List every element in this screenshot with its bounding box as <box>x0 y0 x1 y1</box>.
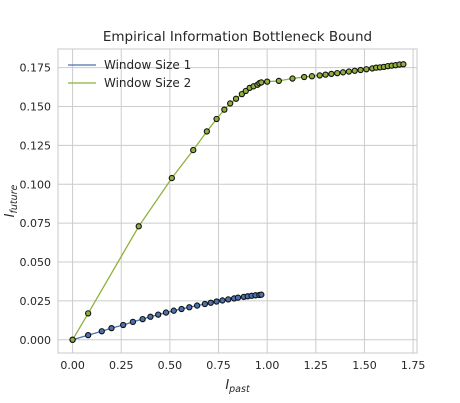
data-point <box>155 311 162 318</box>
y-tick-label: 0.150 <box>20 101 52 114</box>
x-tick-labels: 0.00 0.25 0.50 0.75 1.00 1.25 1.50 1.75 <box>60 359 425 372</box>
y-tick-label: 0.050 <box>20 256 52 269</box>
data-point <box>207 299 214 306</box>
data-point <box>129 318 137 326</box>
y-tick-label: 0.025 <box>20 295 52 308</box>
data-point <box>162 309 170 316</box>
data-point <box>178 305 185 313</box>
y-tick-label: 0.100 <box>20 178 52 191</box>
y-tick-label: 0.175 <box>20 62 52 75</box>
data-point <box>345 68 353 75</box>
data-point <box>219 297 226 304</box>
x-axis-label-sub: past <box>228 384 251 395</box>
legend: Window Size 1 Window Size 2 <box>68 58 191 90</box>
data-point <box>85 331 92 339</box>
data-point <box>289 75 296 82</box>
x-tick-label: 1.25 <box>304 359 329 372</box>
data-point <box>400 61 407 68</box>
plot-frame <box>57 48 418 354</box>
y-tick-labels: 0.000 0.025 0.050 0.075 0.100 0.125 0.150 0.175 <box>20 62 52 347</box>
data-point <box>316 72 323 79</box>
data-point <box>363 66 370 73</box>
data-point <box>203 128 211 135</box>
series-window-size-2 <box>69 61 407 343</box>
data-point <box>168 174 175 182</box>
data-point <box>213 115 220 123</box>
data-point <box>275 77 282 85</box>
data-point <box>98 328 105 335</box>
x-axis-label: Ipast <box>225 378 251 395</box>
data-point <box>300 73 308 81</box>
data-point <box>170 307 177 314</box>
data-point <box>135 223 142 230</box>
x-tick-label: 0.75 <box>206 359 231 372</box>
grid <box>58 49 417 353</box>
data-point <box>227 100 234 107</box>
legend-label-window-size-1: Window Size 1 <box>104 58 191 72</box>
data-point <box>186 304 193 311</box>
data-point <box>85 310 92 317</box>
data-point <box>328 70 335 78</box>
x-tick-label: 0.25 <box>109 359 134 372</box>
data-point <box>334 69 341 77</box>
y-tick-label: 0.000 <box>20 334 52 347</box>
data-point <box>69 336 76 343</box>
plot-area <box>58 49 417 353</box>
x-tick-label: 0.00 <box>60 359 85 372</box>
data-point <box>221 106 228 113</box>
data-point <box>139 315 146 323</box>
data-point <box>258 291 265 298</box>
data-point <box>308 73 316 80</box>
data-point <box>264 78 271 85</box>
x-tick-label: 1.00 <box>255 359 280 372</box>
data-point <box>225 296 232 303</box>
data-point <box>242 87 249 95</box>
legend-label-window-size-2: Window Size 2 <box>104 76 191 90</box>
data-point <box>108 324 115 332</box>
data-point <box>120 321 127 329</box>
data-point <box>357 66 364 74</box>
data-point <box>339 69 347 76</box>
y-axis-label: Ifuture <box>3 184 20 217</box>
series-layer <box>69 61 407 343</box>
data-point <box>213 298 220 305</box>
data-point <box>201 300 209 308</box>
data-point <box>190 146 197 154</box>
data-point <box>351 67 358 74</box>
y-axis-label-main: I <box>3 213 18 217</box>
data-point <box>258 79 265 86</box>
data-point <box>234 294 242 301</box>
chart-title: Empirical Information Bottleneck Bound <box>103 29 372 45</box>
x-axis-label-main: I <box>225 378 229 393</box>
data-point <box>147 313 154 320</box>
x-tick-label: 1.50 <box>352 359 377 372</box>
data-point <box>232 95 240 102</box>
x-tick-label: 0.50 <box>158 359 183 372</box>
data-point <box>238 90 246 98</box>
data-point <box>322 71 329 78</box>
y-tick-label: 0.125 <box>20 139 52 152</box>
data-point <box>193 302 201 309</box>
y-tick-label: 0.075 <box>20 217 52 230</box>
x-tick-label: 1.75 <box>401 359 426 372</box>
y-axis-label-sub: future <box>9 184 20 213</box>
